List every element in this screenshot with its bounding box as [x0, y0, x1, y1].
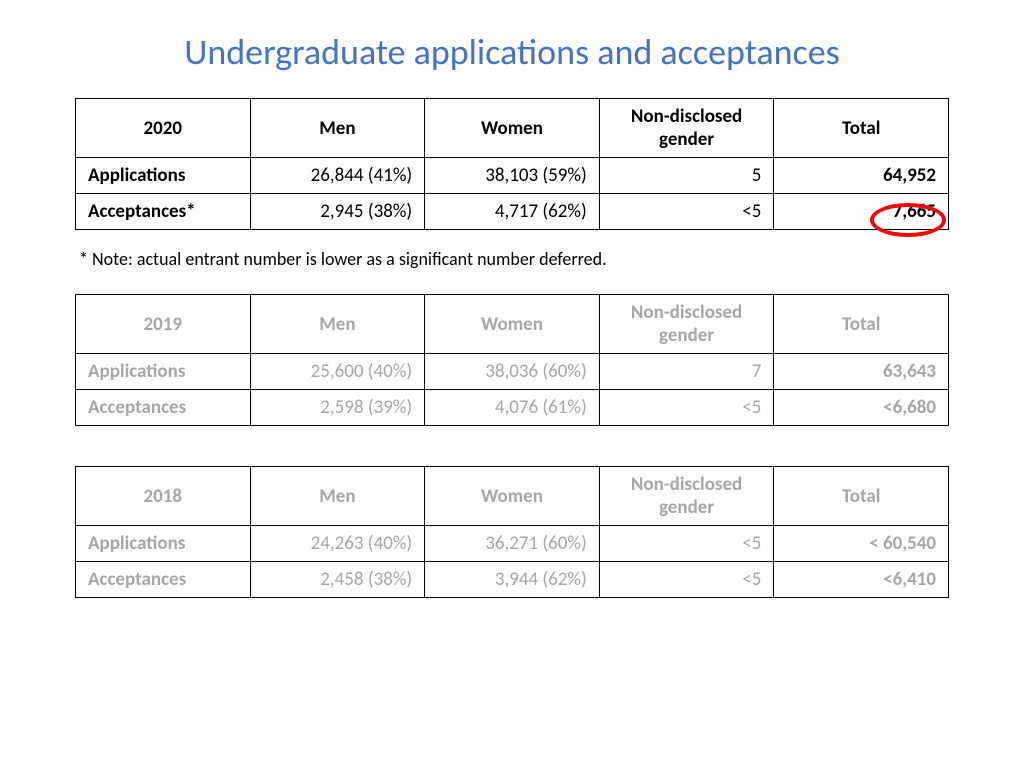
header-women: Women: [425, 99, 600, 158]
cell-women: 36,271 (60%): [425, 526, 600, 562]
row-label: Acceptances: [76, 390, 251, 426]
cell-nd: <5: [599, 390, 774, 426]
cell-men: 2,598 (39%): [250, 390, 425, 426]
cell-men: 25,600 (40%): [250, 354, 425, 390]
header-year: 2018: [76, 467, 251, 526]
page-title: Undergraduate applications and acceptanc…: [75, 30, 949, 74]
table-row: Applications 26,844 (41%) 38,103 (59%) 5…: [76, 158, 949, 194]
cell-nd: <5: [599, 562, 774, 598]
cell-women: 4,717 (62%): [425, 194, 600, 230]
table-row: Acceptances* 2,945 (38%) 4,717 (62%) <5 …: [76, 194, 949, 230]
row-label: Applications: [76, 158, 251, 194]
cell-total: <6,410: [774, 562, 949, 598]
header-nd: Non-disclosed gender: [599, 99, 774, 158]
cell-nd: 7: [599, 354, 774, 390]
table-row: Applications 25,600 (40%) 38,036 (60%) 7…: [76, 354, 949, 390]
table-header-row: 2019 Men Women Non-disclosed gender Tota…: [76, 295, 949, 354]
header-men: Men: [250, 467, 425, 526]
header-women: Women: [425, 467, 600, 526]
header-men: Men: [250, 99, 425, 158]
row-label: Applications: [76, 354, 251, 390]
header-total: Total: [774, 99, 949, 158]
cell-total: 64,952: [774, 158, 949, 194]
table-2018: 2018 Men Women Non-disclosed gender Tota…: [75, 466, 949, 598]
table-row: Applications 24,263 (40%) 36,271 (60%) <…: [76, 526, 949, 562]
cell-total: < 60,540: [774, 526, 949, 562]
cell-men: 2,458 (38%): [250, 562, 425, 598]
cell-women: 38,036 (60%): [425, 354, 600, 390]
header-year: 2019: [76, 295, 251, 354]
cell-nd: 5: [599, 158, 774, 194]
header-total: Total: [774, 467, 949, 526]
table-header-row: 2020 Men Women Non-disclosed gender Tota…: [76, 99, 949, 158]
cell-women: 4,076 (61%): [425, 390, 600, 426]
table-header-row: 2018 Men Women Non-disclosed gender Tota…: [76, 467, 949, 526]
cell-total: 63,643: [774, 354, 949, 390]
cell-women: 3,944 (62%): [425, 562, 600, 598]
header-men: Men: [250, 295, 425, 354]
table-row: Acceptances 2,598 (39%) 4,076 (61%) <5 <…: [76, 390, 949, 426]
cell-men: 24,263 (40%): [250, 526, 425, 562]
cell-nd: <5: [599, 194, 774, 230]
table-2020: 2020 Men Women Non-disclosed gender Tota…: [75, 98, 949, 230]
table-2019: 2019 Men Women Non-disclosed gender Tota…: [75, 294, 949, 426]
row-label: Applications: [76, 526, 251, 562]
cell-men: 26,844 (41%): [250, 158, 425, 194]
cell-total: 7,665: [774, 194, 949, 230]
header-year: 2020: [76, 99, 251, 158]
cell-total: <6,680: [774, 390, 949, 426]
header-women: Women: [425, 295, 600, 354]
header-nd: Non-disclosed gender: [599, 467, 774, 526]
table-row: Acceptances 2,458 (38%) 3,944 (62%) <5 <…: [76, 562, 949, 598]
footnote: * Note: actual entrant number is lower a…: [79, 248, 949, 270]
cell-nd: <5: [599, 526, 774, 562]
header-nd: Non-disclosed gender: [599, 295, 774, 354]
row-label: Acceptances: [76, 562, 251, 598]
cell-women: 38,103 (59%): [425, 158, 600, 194]
row-label: Acceptances*: [76, 194, 251, 230]
cell-men: 2,945 (38%): [250, 194, 425, 230]
header-total: Total: [774, 295, 949, 354]
